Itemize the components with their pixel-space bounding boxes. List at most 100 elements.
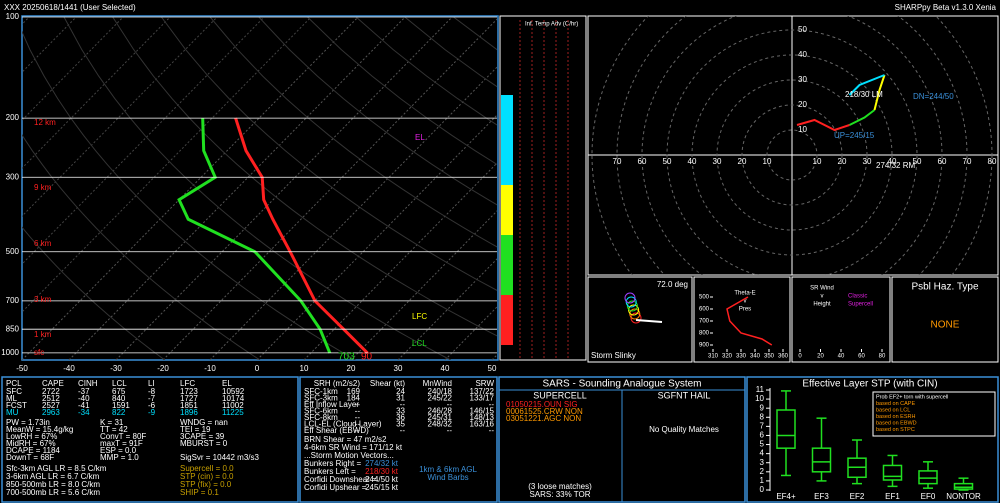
hazard-value: NONE — [931, 320, 960, 331]
thermo-index: PW = 1.73in — [6, 418, 50, 427]
kin-cell: SFC-1km — [304, 387, 338, 396]
dry-adiabat — [22, 134, 261, 360]
stp-legend-line: based on LCL — [876, 407, 910, 413]
thermo-index: MBURST = 0 — [180, 439, 228, 448]
srwind-storm: Supercell — [848, 302, 873, 308]
station-time: XXX 20250618/1441 (User Selected) — [4, 3, 136, 12]
kin-cell: Eff Shear (EBWD) — [304, 426, 369, 435]
vector-value: 245/15 kt — [365, 483, 399, 492]
thermo-cell: 10174 — [222, 394, 245, 403]
thermo-cell: 822 — [112, 408, 126, 417]
temp-label: -20 — [157, 364, 169, 373]
stp-category: EF2 — [850, 492, 865, 501]
kin-cell: 240/18 — [428, 387, 453, 396]
thermo-index: K = 31 — [100, 418, 124, 427]
thermo-cell: 1851 — [180, 401, 198, 410]
kin-cell: 146/15 — [470, 407, 495, 416]
hodo-label: 30 — [713, 157, 722, 166]
temp-label: -30 — [110, 364, 122, 373]
kin-cell: 137/22 — [470, 387, 495, 396]
hodo-label: 10 — [813, 157, 822, 166]
thermo-cell: 1727 — [180, 394, 198, 403]
thermo-index: ESP = 0.0 — [100, 446, 137, 455]
stp-legend-line: based on ESRH — [876, 414, 915, 420]
stp-tick: 5 — [760, 440, 765, 449]
lapse-rate: 850-500mb LR = 8.0 C/km — [6, 480, 100, 489]
tick-label: 60 — [858, 354, 865, 360]
isotherm — [22, 17, 312, 313]
thermo-cell: 1591 — [112, 401, 130, 410]
hodo-label: 60 — [638, 157, 647, 166]
kin-cell: 24 — [396, 387, 405, 396]
slinky-ring — [626, 300, 638, 312]
stp-category: EF1 — [885, 492, 900, 501]
isotherm — [22, 17, 265, 265]
hodo-ring — [591, 16, 993, 275]
thermo-index: DCAPE = 1184 — [6, 446, 60, 455]
dry-adiabat — [22, 30, 356, 360]
dewpoint-trace — [177, 118, 332, 354]
thermo-cell: 11002 — [222, 401, 244, 410]
sars-hail-match: No Quality Matches — [649, 425, 719, 434]
isotherm — [68, 17, 406, 360]
stp-tick: 7 — [760, 421, 765, 430]
slinky-ring — [630, 312, 642, 324]
height-label: 3 km — [34, 295, 52, 304]
thermo-cell: -40 — [78, 394, 90, 403]
hodo-label: 50 — [663, 157, 672, 166]
sars-title: SARS - Sounding Analogue System — [543, 379, 702, 390]
dry-adiabat — [258, 17, 497, 206]
isotherm — [162, 18, 497, 360]
hodo-label: 40 — [688, 157, 697, 166]
thermo-header: LCL — [112, 379, 127, 388]
thermo-cell: 10592 — [222, 387, 245, 396]
thermo-index: TT = 42 — [100, 425, 128, 434]
isotherm — [209, 66, 497, 360]
kin-cell: 31 — [396, 394, 405, 403]
height-label: 1 km — [34, 330, 52, 339]
skewt — [22, 17, 497, 360]
kin-line: ...Storm Motion Vectors... — [304, 451, 394, 460]
thermo-header: CAPE — [42, 379, 64, 388]
stp-legend-line: based on CAPE — [876, 401, 915, 407]
stp-tick: 10 — [755, 394, 764, 403]
isotherm — [22, 17, 359, 360]
hodo-label: 40 — [888, 157, 897, 166]
tick-label: 500 — [699, 295, 710, 301]
isotherm — [256, 114, 497, 360]
height-label: 6 km — [34, 239, 52, 248]
vector-value: 274/32 kt — [365, 459, 399, 468]
hazard-frame — [891, 276, 999, 363]
kin-header: SRW — [475, 379, 494, 388]
hodo-label: 60 — [938, 157, 947, 166]
stp-tick: 4 — [760, 449, 765, 458]
hodo-ring — [741, 104, 843, 206]
thermo-cell: SFC — [6, 387, 22, 396]
tick-label: 310 — [708, 354, 719, 360]
severe-index: STP (cin) = 0.0 — [180, 472, 234, 481]
temp-label: -40 — [63, 364, 75, 373]
sars-match: 01050215.OUN SIG — [506, 400, 578, 409]
tick-label: 0 — [798, 354, 802, 360]
sfc-td-label: 703 — [338, 352, 355, 363]
lapse-rate: 3-6km AGL LR = 6.7 C/km — [6, 472, 100, 481]
height-label: sfc — [34, 348, 44, 357]
hodo-ring — [616, 16, 968, 275]
thermo-index: TEI = 19 — [180, 425, 211, 434]
vector-value: 218/30 kt — [365, 467, 399, 476]
vector-value: 244/50 kt — [365, 475, 399, 484]
pressure-label: 100 — [6, 12, 20, 21]
sars-match: 00061525.CRW NON — [506, 407, 583, 416]
vector-name: Corfidi Upshear = — [304, 483, 367, 492]
kin-cell: 36 — [396, 413, 405, 422]
stp-legend-line: based on EBWD — [876, 420, 917, 426]
thermo-cell: 1896 — [180, 408, 198, 417]
isotherm — [115, 17, 453, 360]
vector-name: Bunkers Right = — [304, 459, 361, 468]
version: SHARPpy Beta v1.3.0 Xenia — [895, 3, 997, 12]
dry-adiabat — [307, 17, 497, 166]
height-label: 9 km — [34, 183, 52, 192]
thermo-index: DownT = 68F — [6, 453, 54, 462]
kin-cell: -- — [355, 407, 361, 416]
temp-adv-title: Inf. Temp Adv (C/hr) — [525, 22, 578, 28]
